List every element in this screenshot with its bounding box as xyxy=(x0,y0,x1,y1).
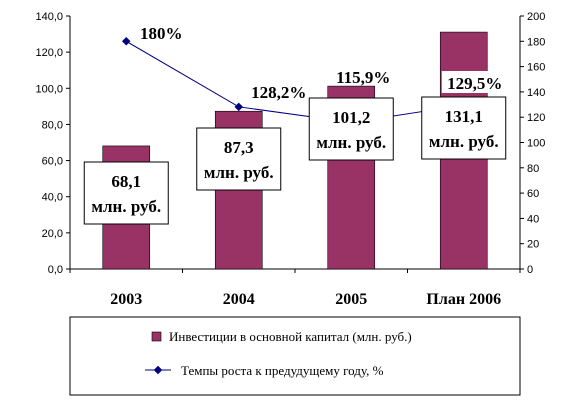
y-tick-label-right: 80 xyxy=(527,163,539,175)
value-label-unit: млн. руб. xyxy=(316,133,386,152)
x-tick-label: План 2006 xyxy=(426,291,501,308)
y-tick-label-right: 200 xyxy=(527,11,545,23)
y-tick-label-right: 20 xyxy=(527,239,539,251)
percent-label: 129,5% xyxy=(447,74,502,93)
y-tick-label-left: 40,0 xyxy=(42,192,63,204)
percent-label: 115,9% xyxy=(336,68,390,87)
value-label-amount: 68,1 xyxy=(111,172,141,191)
y-tick-label-right: 180 xyxy=(527,36,545,48)
data-labels: 68,1 млн. руб. 87,3 млн. руб. 101,2 млн. руб.… xyxy=(83,24,508,225)
y-tick-label-left: 0,0 xyxy=(48,264,63,276)
value-label-amount: 101,2 xyxy=(332,108,370,127)
y-tick-label-left: 100,0 xyxy=(35,83,63,95)
legend-bar-label: Инвестиции в основной капитал (млн. руб.… xyxy=(169,329,412,344)
legend-bar-swatch xyxy=(151,331,162,342)
legend-line-label: Темпы роста к предудущему году, % xyxy=(181,363,384,378)
value-label-unit: млн. руб. xyxy=(204,163,274,182)
x-tick-label: 2003 xyxy=(110,291,142,308)
value-label-amount: 87,3 xyxy=(224,138,254,157)
y-tick-label-left: 140,0 xyxy=(35,11,63,23)
growth-line-marker xyxy=(234,102,243,112)
y-tick-label-left: 60,0 xyxy=(42,156,63,168)
value-label-box xyxy=(421,96,507,160)
value-label-box xyxy=(196,127,282,191)
y-tick-label-right: 100 xyxy=(527,138,545,150)
x-tick-label: 2005 xyxy=(335,291,367,308)
legend-box xyxy=(69,316,521,396)
y-tick-label-right: 0 xyxy=(527,264,533,276)
percent-label-bg xyxy=(441,71,508,93)
y-tick-label-right: 120 xyxy=(527,112,545,124)
percent-label: 128,2% xyxy=(251,83,306,102)
growth-line-path xyxy=(125,40,464,123)
y-tick-label-left: 20,0 xyxy=(42,228,63,240)
value-label-box xyxy=(308,97,394,161)
legend-line-marker xyxy=(153,365,163,375)
y-tick-label-right: 60 xyxy=(527,188,539,200)
value-label-box xyxy=(83,161,169,225)
y-tick-label-right: 40 xyxy=(527,213,539,225)
legend: Инвестиции в основной капитал (млн. руб.… xyxy=(69,316,521,396)
value-label-amount: 131,1 xyxy=(445,107,483,126)
axes: 0,0 20,0 40,0 60,0 80,0 100,0 120,0 140,0 0 20 40 6… xyxy=(35,11,545,308)
y-tick-label-right: 160 xyxy=(527,62,545,74)
value-label-unit: млн. руб. xyxy=(429,132,499,151)
value-label-unit: млн. руб. xyxy=(91,197,161,216)
y-tick-label-left: 80,0 xyxy=(42,119,63,131)
percent-label: 180% xyxy=(140,24,183,43)
growth-line xyxy=(122,37,468,127)
x-tick-label: 2004 xyxy=(223,291,255,308)
y-tick-label-right: 140 xyxy=(527,87,545,99)
growth-line-marker xyxy=(122,37,131,46)
y-tick-label-left: 120,0 xyxy=(35,47,63,59)
